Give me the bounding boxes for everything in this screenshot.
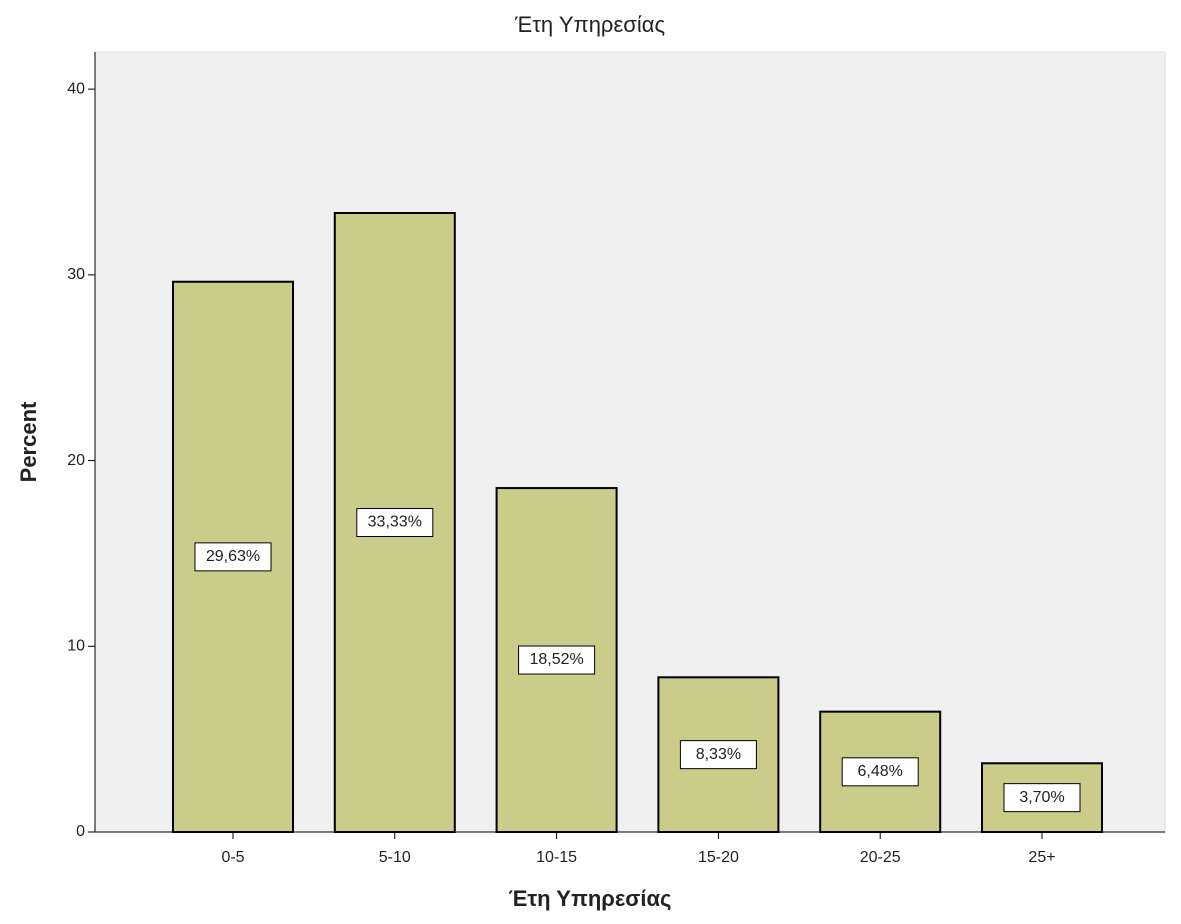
x-tick-label: 10-15 (536, 849, 577, 866)
value-label-box (356, 508, 434, 538)
y-tick-label: 30 (67, 266, 85, 283)
chart-title: Έτη Υπηρεσίας (514, 12, 665, 37)
value-label-box (679, 740, 757, 770)
x-tick-label: 15-20 (698, 849, 739, 866)
x-tick-label: 20-25 (860, 849, 901, 866)
value-label: 3,70% (1019, 789, 1064, 806)
value-label: 18,52% (529, 651, 583, 668)
y-tick-label: 10 (67, 638, 85, 655)
y-tick-label: 20 (67, 452, 85, 469)
value-label-box (194, 542, 272, 572)
y-tick-label: 0 (76, 823, 85, 840)
value-label: 8,33% (696, 746, 741, 763)
y-tick-label: 40 (67, 80, 85, 97)
value-label-box (518, 645, 596, 675)
x-tick-label: 5-10 (379, 849, 411, 866)
value-label: 33,33% (368, 514, 422, 531)
bar (981, 762, 1103, 833)
x-axis-title: Έτη Υπηρεσίας (509, 886, 672, 911)
value-label-box (1003, 783, 1081, 813)
x-tick-label: 0-5 (221, 849, 244, 866)
y-axis-title: Percent (16, 401, 41, 482)
value-label-box (841, 757, 919, 787)
x-tick-label: 25+ (1028, 849, 1055, 866)
value-label: 6,48% (858, 763, 903, 780)
value-label: 29,63% (206, 548, 260, 565)
